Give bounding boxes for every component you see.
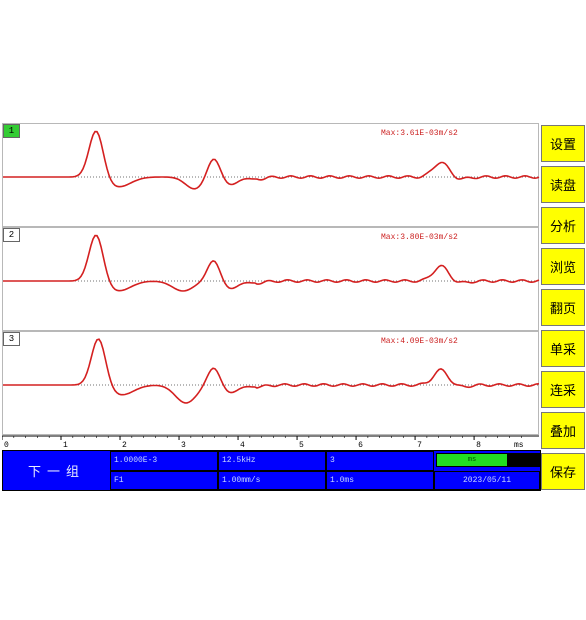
read-disk-button[interactable]: 读盘 <box>541 166 585 203</box>
axis-tick-label: 1 <box>63 441 68 449</box>
info-cell-r2c1: F1 <box>110 471 218 490</box>
waveform-panel-3[interactable]: 3 Max:4.09E-03m/s2 <box>2 331 540 435</box>
channel-id-2[interactable]: 2 <box>3 228 20 242</box>
time-axis-svg: 0 1 2 3 4 5 6 7 8 ms <box>2 435 539 449</box>
waveform-plot-3 <box>3 338 540 404</box>
axis-tick-label: 8 <box>476 441 481 449</box>
signal-trace-1 <box>3 130 540 190</box>
signal-trace-2 <box>3 234 540 292</box>
waveform-panel-1[interactable]: 1 Max:3.61E-03m/s2 <box>2 123 540 227</box>
info-date: 2023/05/11 <box>434 471 540 490</box>
save-button[interactable]: 保存 <box>541 453 585 490</box>
status-infobar: 下一组 1.0000E-3 12.5kHz 3 F1 1.00mm/s 1.0m… <box>2 450 541 491</box>
settings-button[interactable]: 设置 <box>541 125 585 162</box>
channel-id-1[interactable]: 1 <box>3 124 20 138</box>
info-cell-r1c1: 1.0000E-3 <box>110 451 218 471</box>
browse-button[interactable]: 浏览 <box>541 248 585 285</box>
axis-unit-label: ms <box>514 441 524 449</box>
channel-id-3[interactable]: 3 <box>3 332 20 346</box>
axis-tick-label: 3 <box>181 441 186 449</box>
page-flip-button[interactable]: 翻页 <box>541 289 585 326</box>
waveform-app: 1 Max:3.61E-03m/s2 2 Max:3.80E-03m/s2 3 … <box>2 123 586 493</box>
info-cell-r2c2: 1.00mm/s <box>218 471 326 490</box>
single-acquire-button[interactable]: 单采 <box>541 330 585 367</box>
waveform-plot-1 <box>3 130 540 190</box>
signal-trace-3 <box>3 338 540 404</box>
progress-bar-remainder <box>508 453 540 467</box>
max-amplitude-1: Max:3.61E-03m/s2 <box>381 129 458 138</box>
acquisition-progress-bar: ms <box>436 453 508 467</box>
axis-tick-label: 7 <box>417 441 422 449</box>
axis-tick-label: 4 <box>240 441 245 449</box>
max-amplitude-3: Max:4.09E-03m/s2 <box>381 337 458 346</box>
axis-tick-label: 6 <box>358 441 363 449</box>
max-amplitude-2: Max:3.80E-03m/s2 <box>381 233 458 242</box>
axis-tick-label: 0 <box>4 441 9 449</box>
axis-tick-label: 5 <box>299 441 304 449</box>
waveform-panel-2[interactable]: 2 Max:3.80E-03m/s2 <box>2 227 540 331</box>
stack-button[interactable]: 叠加 <box>541 412 585 449</box>
info-cell-r1c2: 12.5kHz <box>218 451 326 471</box>
axis-tick-label: 2 <box>122 441 127 449</box>
time-axis: 0 1 2 3 4 5 6 7 8 ms <box>2 435 539 449</box>
next-group-button[interactable]: 下一组 <box>27 465 85 480</box>
info-cell-r2c3: 1.0ms <box>326 471 434 490</box>
info-cell-r1c3: 3 <box>326 451 434 471</box>
waveform-plot-2 <box>3 234 540 292</box>
analyze-button[interactable]: 分析 <box>541 207 585 244</box>
continuous-acquire-button[interactable]: 连采 <box>541 371 585 408</box>
